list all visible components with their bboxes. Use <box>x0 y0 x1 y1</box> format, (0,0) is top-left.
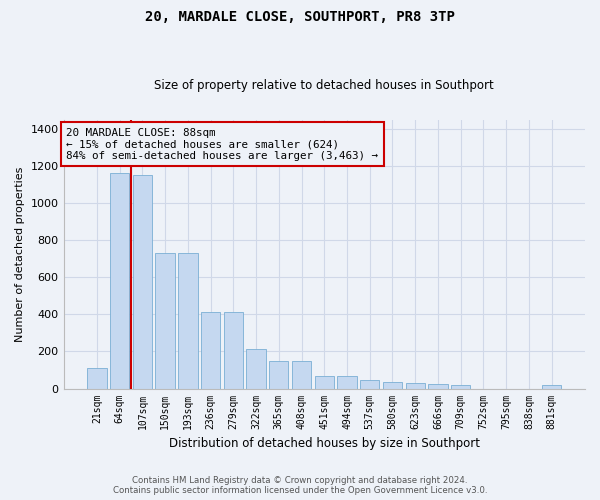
Bar <box>337 376 356 388</box>
Text: 20 MARDALE CLOSE: 88sqm
← 15% of detached houses are smaller (624)
84% of semi-d: 20 MARDALE CLOSE: 88sqm ← 15% of detache… <box>66 128 378 161</box>
Bar <box>314 376 334 388</box>
Bar <box>542 385 561 388</box>
Bar <box>110 174 130 388</box>
Bar <box>360 380 379 388</box>
Bar <box>383 382 402 388</box>
Bar <box>224 312 243 388</box>
X-axis label: Distribution of detached houses by size in Southport: Distribution of detached houses by size … <box>169 437 480 450</box>
Bar <box>428 384 448 388</box>
Bar <box>292 360 311 388</box>
Text: 20, MARDALE CLOSE, SOUTHPORT, PR8 3TP: 20, MARDALE CLOSE, SOUTHPORT, PR8 3TP <box>145 10 455 24</box>
Bar <box>155 253 175 388</box>
Bar <box>201 312 220 388</box>
Title: Size of property relative to detached houses in Southport: Size of property relative to detached ho… <box>154 79 494 92</box>
Bar <box>133 175 152 388</box>
Y-axis label: Number of detached properties: Number of detached properties <box>15 166 25 342</box>
Bar <box>451 386 470 388</box>
Bar <box>178 253 197 388</box>
Bar <box>247 348 266 389</box>
Bar <box>269 360 289 388</box>
Text: Contains HM Land Registry data © Crown copyright and database right 2024.
Contai: Contains HM Land Registry data © Crown c… <box>113 476 487 495</box>
Bar <box>87 368 107 388</box>
Bar <box>406 383 425 388</box>
